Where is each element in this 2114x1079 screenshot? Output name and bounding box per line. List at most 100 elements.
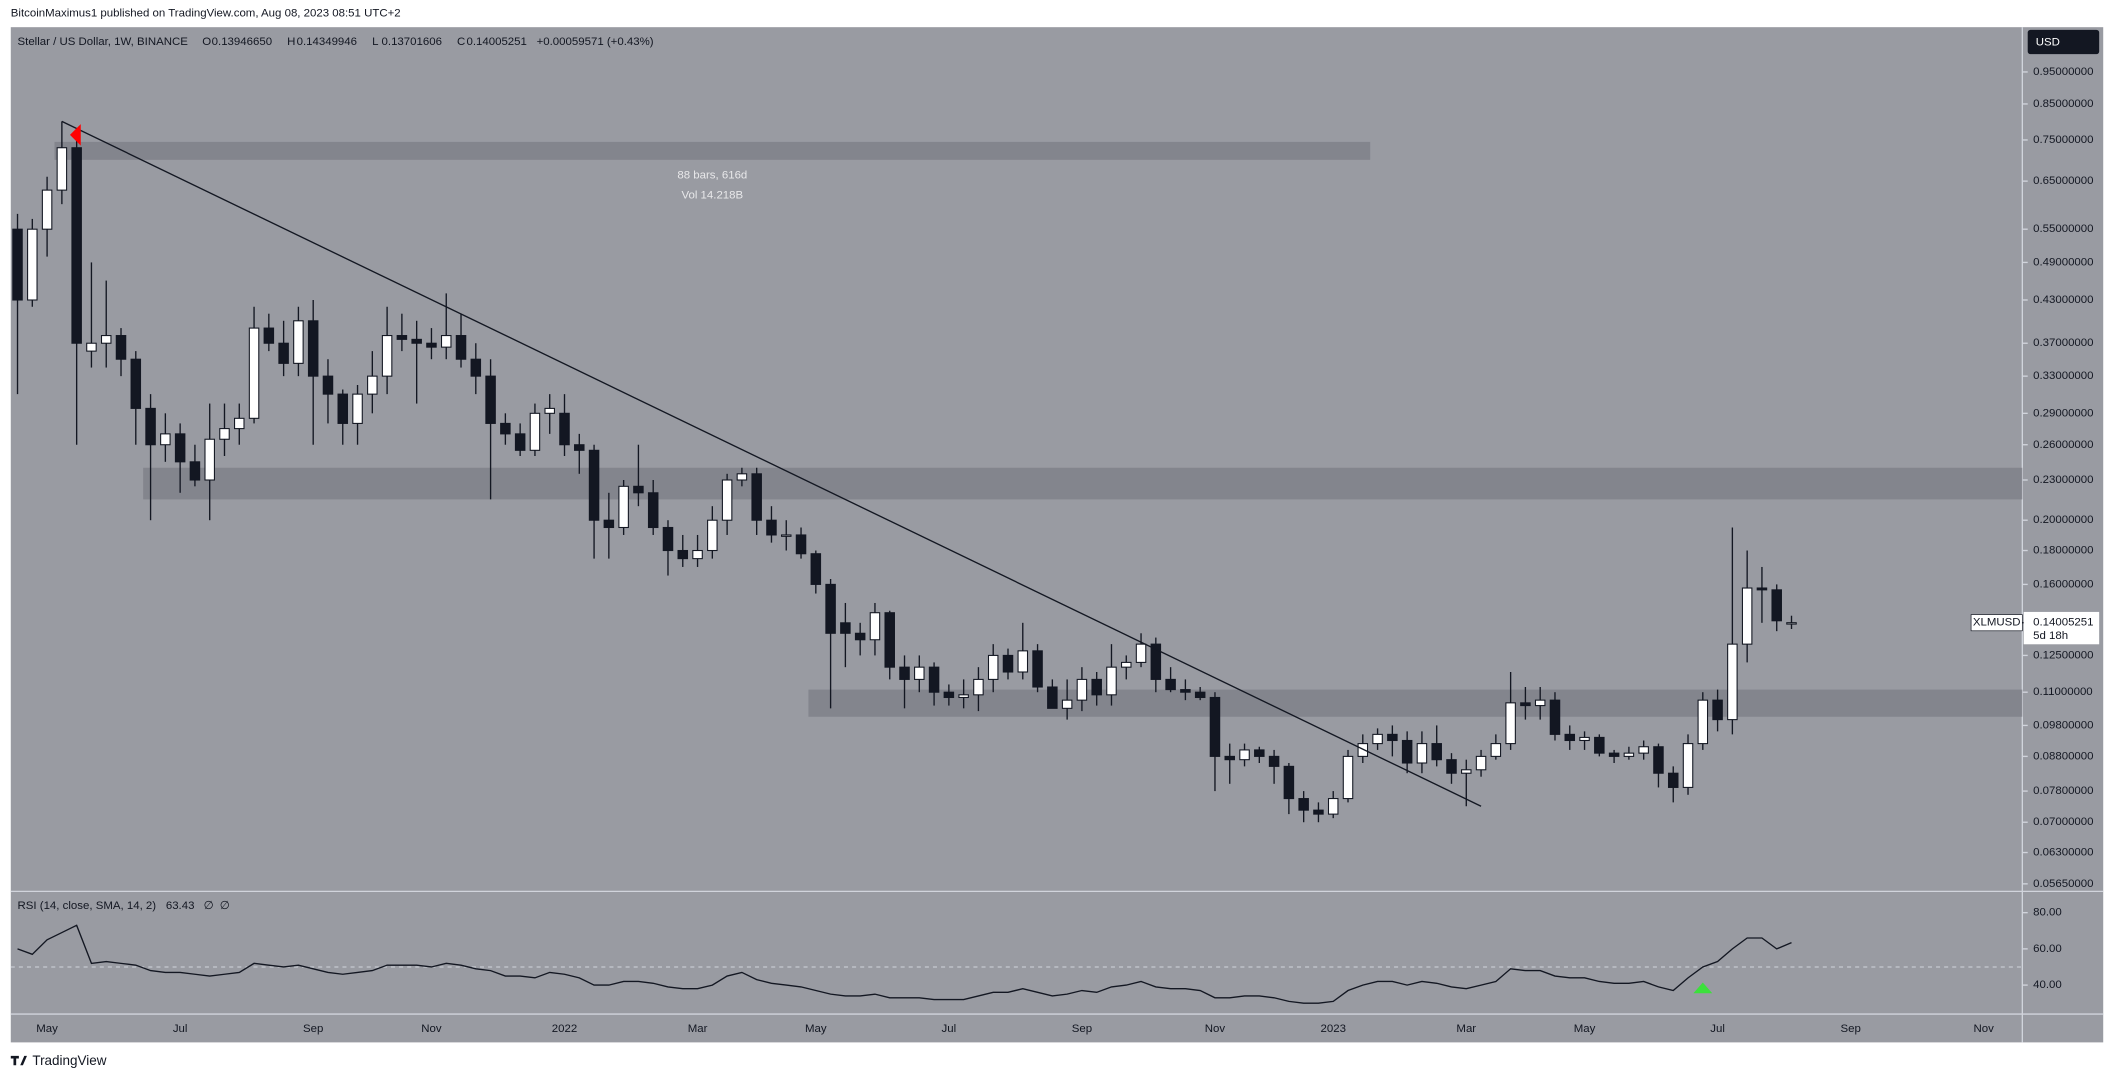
y-tick-label: 0.11000000 [2033,686,2093,698]
y-tick-label: 0.05650000 [2033,878,2093,890]
candle-body [1401,739,1413,764]
x-tick-label: Sep [1072,1023,1092,1035]
candle-body [189,461,201,481]
y-tick-label: 0.65000000 [2033,175,2093,187]
ohlc-text: 0.14349946 [297,36,357,48]
candle-body [1667,772,1679,788]
candle-body [1180,689,1191,693]
candle-body [1313,809,1324,815]
x-tick-label: Nov [421,1023,442,1035]
candle-body [987,654,999,680]
candle-body [1594,736,1605,754]
logo-text: TradingView [32,1053,106,1068]
y-tick-label: 80.00 [2033,907,2062,919]
candle-body [633,485,644,494]
candle-body [514,433,526,451]
candle-body [1387,733,1398,742]
ohlc-text: 0.13946650 [212,36,272,48]
candle-body [1209,696,1221,757]
candle-body [707,519,718,552]
candle-body [100,335,112,344]
zone [808,689,2023,717]
symbol-box [1970,614,2023,632]
x-tick-label: Sep [1840,1023,1860,1035]
y-tick-label: 0.20000000 [2033,514,2093,526]
candle-body [27,228,38,301]
candle-body [278,342,289,364]
ohlc-text: O [202,36,211,48]
candle-body [1534,699,1546,707]
candle-body [662,526,674,552]
candle-body [721,479,733,521]
currency[interactable]: USD [2036,37,2060,49]
rsi-extra: ∅ [220,900,230,912]
candle-body [692,549,703,560]
candle-body [426,342,437,348]
candle-body [1254,749,1265,757]
x-tick-label: Mar [688,1023,708,1035]
candle-body [248,327,260,419]
candle-body [1121,661,1132,668]
candle-body [411,338,422,344]
ohlc-text: L [372,36,378,48]
candle-body [884,612,895,668]
candle-body [588,449,600,521]
candle-body [899,666,910,680]
candle-body [1490,743,1502,757]
candle-body [810,553,822,585]
x-tick-label: Sep [303,1023,323,1035]
candle-body [780,534,792,537]
price-label: 0.14005251 [2033,617,2093,629]
candle-body [1224,755,1236,761]
candle-body [1712,699,1723,721]
pane [10,27,2104,1043]
candle-body [751,473,762,521]
x-tick-label: May [36,1023,58,1035]
candle-body [12,228,23,301]
x-tick-label: Jul [1710,1023,1725,1035]
candle-body [396,335,408,340]
candle-body [928,666,940,693]
candle-body [1741,587,1753,645]
ohlc-text: 0.13701606 [382,36,442,48]
candle-body [1032,650,1043,688]
candle-body [559,412,570,446]
y-tick-label: 0.08800000 [2033,750,2093,762]
candle-body [174,433,186,463]
candle-body [56,147,68,191]
candle-body [603,519,615,529]
candle-body [470,358,482,377]
zone [143,467,2023,500]
candle-body [1697,699,1709,745]
candle-body [914,666,925,680]
candle-body [1446,759,1457,774]
logo: TradingView [10,1053,107,1068]
candle-body [41,189,53,230]
logo-icon [10,1055,27,1066]
candle-body [115,335,127,360]
rsi-value: 63.43 [166,900,195,912]
candle-body [234,417,245,430]
candle-body [1047,686,1058,709]
candle-body [854,632,866,641]
candle-body [1653,746,1664,774]
symbol-label: XLMUSD [1973,617,2021,629]
y-tick-label: 0.29000000 [2033,407,2093,419]
candle-body [1475,755,1487,771]
y-tick-label: 0.07000000 [2033,816,2093,828]
candle-body [1786,622,1797,625]
candle-body [500,422,511,435]
candle-body [943,691,955,699]
x-tick-label: Jul [942,1023,957,1035]
ohlc-text: +0.00059571 (+0.43%) [537,36,654,48]
rsi-extra: ∅ [204,900,214,912]
y-tick-label: 0.06300000 [2033,847,2093,859]
candle-body [1283,765,1295,800]
sell-marker [69,124,81,146]
candle-body [322,375,334,395]
candle-body [130,358,142,409]
currency-button[interactable] [2027,29,2100,55]
candle-body [1076,678,1088,701]
y-tick-label: 0.85000000 [2033,98,2093,110]
candle-body [1579,736,1590,742]
